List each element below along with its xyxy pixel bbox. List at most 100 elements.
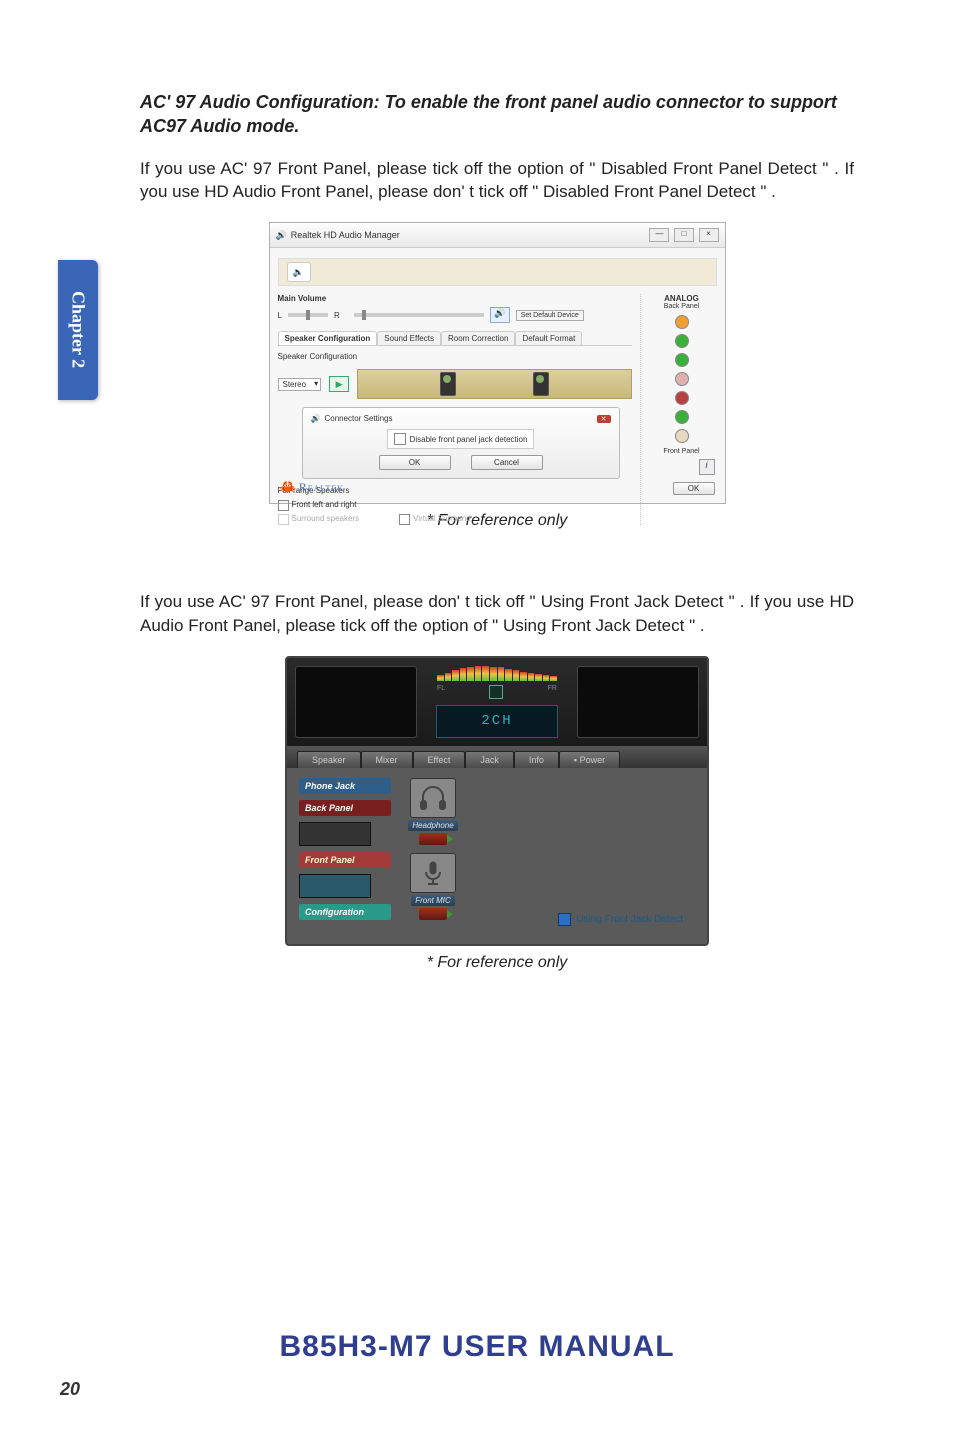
jack-dot[interactable] — [675, 429, 689, 443]
tab-speaker-config[interactable]: Speaker Configuration — [278, 331, 378, 345]
realtek-screenshot: 🔊 Realtek HD Audio Manager — □ × 🔈 Main … — [269, 222, 726, 504]
tab-room-correction[interactable]: Room Correction — [441, 331, 515, 345]
via-tab-mixer[interactable]: Mixer — [361, 751, 413, 768]
analog-label: ANALOG — [647, 294, 717, 303]
main-ok-button[interactable]: OK — [673, 482, 715, 495]
disable-front-panel-row[interactable]: Disable front panel jack detection — [387, 429, 535, 449]
crab-icon: 🦀 — [280, 479, 297, 494]
main-volume-label: Main Volume — [278, 294, 632, 303]
using-front-jack-checkbox[interactable] — [558, 913, 571, 926]
paragraph-1: If you use AC' 97 Front Panel, please ti… — [140, 157, 854, 205]
window-titlebar: 🔊 Realtek HD Audio Manager — □ × — [270, 223, 725, 248]
chapter-label: Chapter 2 — [68, 291, 89, 368]
speaker-icon: 🔊 — [276, 230, 287, 241]
back-panel-tag[interactable]: Back Panel — [299, 800, 391, 816]
play-button[interactable]: ▶ — [329, 376, 349, 392]
jack-dot[interactable] — [675, 315, 689, 329]
balance-l: L — [278, 311, 282, 320]
eq-bar — [498, 667, 505, 681]
device-band: 🔈 — [278, 258, 717, 286]
virtual-surround-checkbox[interactable] — [399, 514, 410, 525]
jack-dot[interactable] — [675, 353, 689, 367]
front-panel-tag[interactable]: Front Panel — [299, 852, 391, 868]
chapter-tab: Chapter 2 — [58, 260, 98, 400]
set-default-button[interactable]: Set Default Device — [516, 310, 584, 321]
eq-bar — [513, 670, 520, 681]
tab-sound-effects[interactable]: Sound Effects — [377, 331, 441, 345]
eq-bar — [528, 673, 535, 681]
via-fl: FL — [437, 685, 445, 699]
via-screenshot: FL FR 2CH Speaker Mixer Effect Jack Info… — [285, 656, 709, 946]
section-heading: AC' 97 Audio Configuration: To enable th… — [140, 90, 854, 139]
eq-bar — [482, 666, 489, 681]
eq-bar — [543, 675, 550, 681]
via-tab-jack[interactable]: Jack — [465, 751, 514, 768]
via-tab-info[interactable]: Info — [514, 751, 559, 768]
using-front-jack-label: Using Front Jack Detect — [576, 914, 683, 925]
speaker-config-label: Speaker Configuration — [278, 352, 632, 361]
headphone-jack-icon — [419, 833, 447, 845]
headphone-label: Headphone — [408, 820, 457, 831]
connector-settings-dialog: 🔊 Connector Settings ✕ Disable front pan… — [302, 407, 620, 479]
jack-dot[interactable] — [675, 334, 689, 348]
front-lr-checkbox[interactable] — [278, 500, 289, 511]
via-tab-power[interactable]: ▪ Power — [559, 751, 620, 768]
via-lcd: 2CH — [436, 705, 558, 738]
page-number: 20 — [60, 1379, 80, 1400]
using-front-jack-row[interactable]: Using Front Jack Detect — [558, 913, 683, 926]
via-tab-speaker[interactable]: Speaker — [297, 751, 361, 768]
via-left-display — [295, 666, 417, 738]
disable-fp-checkbox[interactable] — [394, 433, 406, 445]
front-panel-thumb — [299, 874, 371, 898]
eq-bar — [475, 666, 482, 681]
via-tab-effect[interactable]: Effect — [413, 751, 466, 768]
jack-dot[interactable] — [675, 372, 689, 386]
info-button[interactable]: i — [699, 459, 715, 475]
eq-bar — [445, 673, 452, 681]
eq-bar — [490, 667, 497, 682]
virtual-surround-label: Virtual Surround — [413, 513, 471, 525]
headphone-device[interactable]: Headphone — [399, 778, 467, 845]
speaker-icon: 🔊 — [311, 414, 321, 423]
chevron-down-icon: ▾ — [314, 379, 318, 388]
eq-bar — [505, 669, 512, 681]
mic-icon — [418, 860, 448, 886]
dialog-cancel-button[interactable]: Cancel — [471, 455, 543, 470]
headphone-icon — [418, 785, 448, 811]
front-mic-label: Front MIC — [411, 895, 455, 906]
phone-jack-tag: Phone Jack — [299, 778, 391, 794]
balance-slider[interactable] — [288, 313, 328, 317]
dialog-close-icon[interactable]: ✕ — [597, 415, 611, 423]
via-top-panel: FL FR 2CH — [287, 658, 707, 747]
jack-dot[interactable] — [675, 391, 689, 405]
back-panel-label: Back Panel — [647, 303, 717, 310]
volume-slider[interactable] — [354, 313, 484, 317]
back-panel-thumb — [299, 822, 371, 846]
via-channel-text: 2CH — [481, 713, 512, 729]
window-close-button[interactable]: × — [699, 228, 719, 242]
via-center-indicator — [489, 685, 503, 699]
surround-label: Surround speakers — [292, 513, 360, 525]
front-mic-jack-icon — [419, 908, 447, 920]
mute-button[interactable]: 🔊 — [490, 307, 510, 323]
via-right-display — [577, 666, 699, 738]
speaker-config-select[interactable]: Stereo ▾ — [278, 378, 322, 391]
via-tabs: Speaker Mixer Effect Jack Info ▪ Power — [287, 747, 707, 768]
eq-bar — [437, 675, 444, 681]
configuration-tag[interactable]: Configuration — [299, 904, 391, 920]
dialog-title: Connector Settings — [324, 414, 392, 423]
via-fr: FR — [548, 685, 557, 699]
dialog-ok-button[interactable]: OK — [379, 455, 451, 470]
eq-bar — [535, 674, 542, 681]
window-minimize-button[interactable]: — — [649, 228, 669, 242]
eq-bar — [460, 668, 467, 681]
realtek-logo: 🦀Realtek — [280, 479, 345, 495]
jack-dot[interactable] — [675, 410, 689, 424]
figure2-caption: * For reference only — [140, 954, 854, 972]
window-title: Realtek HD Audio Manager — [291, 230, 400, 240]
eq-bar — [520, 672, 527, 681]
tab-default-format[interactable]: Default Format — [515, 331, 582, 345]
front-mic-device[interactable]: Front MIC — [399, 853, 467, 920]
window-maximize-button[interactable]: □ — [674, 228, 694, 242]
device-speakers-icon[interactable]: 🔈 — [287, 262, 311, 282]
